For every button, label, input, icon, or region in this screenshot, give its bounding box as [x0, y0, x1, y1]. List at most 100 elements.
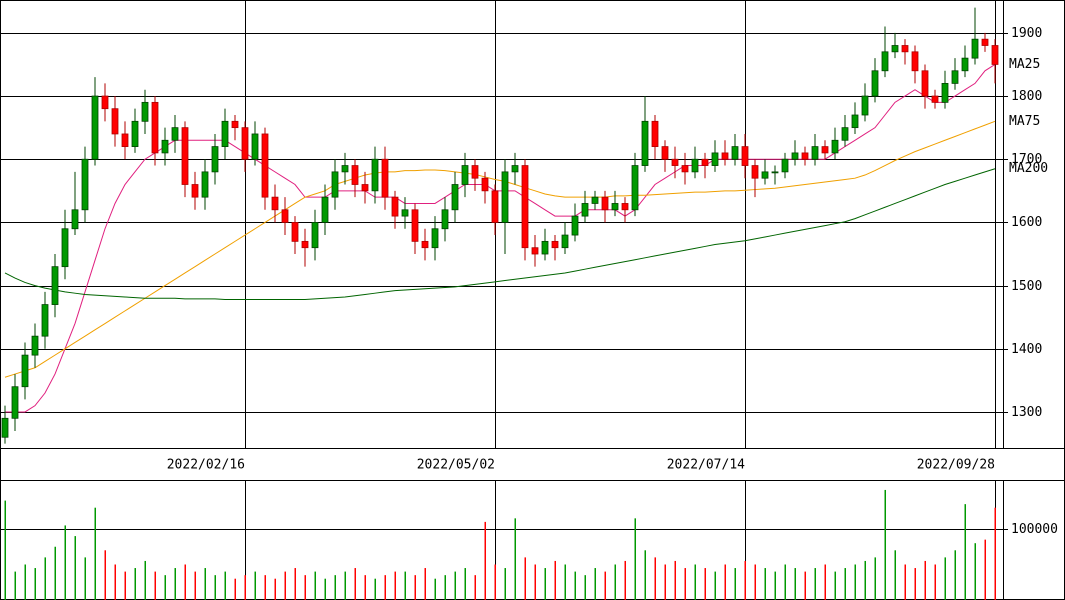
volume-bar [814, 568, 816, 600]
volume-bar [614, 564, 616, 600]
candle-body [991, 45, 999, 65]
candle-body [511, 165, 519, 173]
candle-body [691, 158, 699, 173]
volume-bar [334, 575, 336, 600]
volume-bar [894, 550, 896, 600]
y-tick-label: 1300 [1011, 405, 1042, 420]
volume-bar [824, 564, 826, 600]
candle-body [721, 152, 729, 160]
candle-body [451, 184, 459, 211]
candle-body [371, 158, 379, 192]
volume-bar [514, 518, 516, 600]
candle-body [781, 158, 789, 173]
candle-body [481, 177, 489, 192]
y-tick-label: 1600 [1011, 215, 1042, 230]
volume-bar [794, 568, 796, 600]
candle-body [711, 152, 719, 166]
volume-bar [554, 560, 556, 600]
candle-body [31, 335, 39, 356]
candle-body [351, 165, 359, 185]
candle-body [901, 45, 909, 53]
candle-body [11, 386, 19, 419]
candle-body [221, 120, 229, 147]
volume-bar [854, 564, 856, 600]
volume-bar [284, 571, 286, 600]
candle-body [301, 240, 309, 249]
candle-body [811, 146, 819, 160]
volume-bar [384, 575, 386, 600]
volume-bar [784, 564, 786, 600]
candle-body [151, 101, 159, 154]
candle-body [621, 203, 629, 211]
candle-body [861, 95, 869, 116]
candle-body [871, 70, 879, 97]
volume-bar [964, 504, 966, 600]
candle-body [551, 240, 559, 249]
candle-body [561, 234, 569, 249]
candle-body [661, 146, 669, 160]
volume-bar [834, 571, 836, 600]
volume-bar [864, 560, 866, 600]
candle-body [951, 70, 959, 84]
volume-bar [424, 568, 426, 600]
volume-bar [64, 525, 66, 600]
volume-bar [564, 564, 566, 600]
volume-bar [224, 571, 226, 600]
candle-body [461, 165, 469, 185]
candle-body [541, 240, 549, 255]
volume-bar [674, 560, 676, 600]
legend-label: MA25 [1009, 57, 1040, 72]
volume-bar [604, 571, 606, 600]
volume-bar [804, 571, 806, 600]
volume-bar [724, 564, 726, 600]
candle-body [731, 146, 739, 160]
candle-body [61, 228, 69, 268]
candle-body [231, 120, 239, 129]
ma-line [4, 120, 996, 378]
volume-bar [344, 571, 346, 600]
volume-bar [704, 568, 706, 600]
candle-body [581, 203, 589, 217]
y-tick-label: 1700 [1011, 152, 1042, 167]
volume-bar [314, 571, 316, 600]
x-tick-label: 2022/02/16 [167, 458, 245, 473]
volume-bar [944, 557, 946, 600]
candle-body [611, 203, 619, 211]
volume-bar [684, 568, 686, 600]
volume-bar [254, 571, 256, 600]
volume-bar [74, 536, 76, 600]
volume-bar [734, 568, 736, 600]
candle-body [181, 127, 189, 185]
candle-body [71, 209, 79, 230]
volume-bar [194, 571, 196, 600]
volume-bar [534, 564, 536, 600]
candle-body [91, 95, 99, 160]
volume-bar [504, 568, 506, 600]
candle-body [141, 101, 149, 122]
candle-body [841, 127, 849, 141]
y-tick-label: 1900 [1011, 26, 1042, 41]
candle-body [971, 38, 979, 59]
volume-bar [484, 521, 486, 600]
candle-body [251, 133, 259, 160]
volume-bar [214, 575, 216, 600]
candle-body [161, 139, 169, 154]
x-tick-label: 2022/07/14 [667, 458, 745, 473]
volume-bar [184, 564, 186, 600]
volume-bar [644, 550, 646, 600]
candle-body [961, 57, 969, 72]
volume-bar [54, 546, 56, 600]
volume-bar [364, 575, 366, 600]
volume-bar [274, 578, 276, 600]
volume-bar [974, 543, 976, 600]
volume-bar [124, 571, 126, 600]
candle-body [671, 158, 679, 166]
candle-body [41, 304, 49, 337]
candle-body [201, 171, 209, 198]
volume-bar [764, 568, 766, 600]
volume-bar [154, 571, 156, 600]
volume-bar [14, 571, 16, 600]
volume-bar [774, 571, 776, 600]
volume-bar [954, 550, 956, 600]
